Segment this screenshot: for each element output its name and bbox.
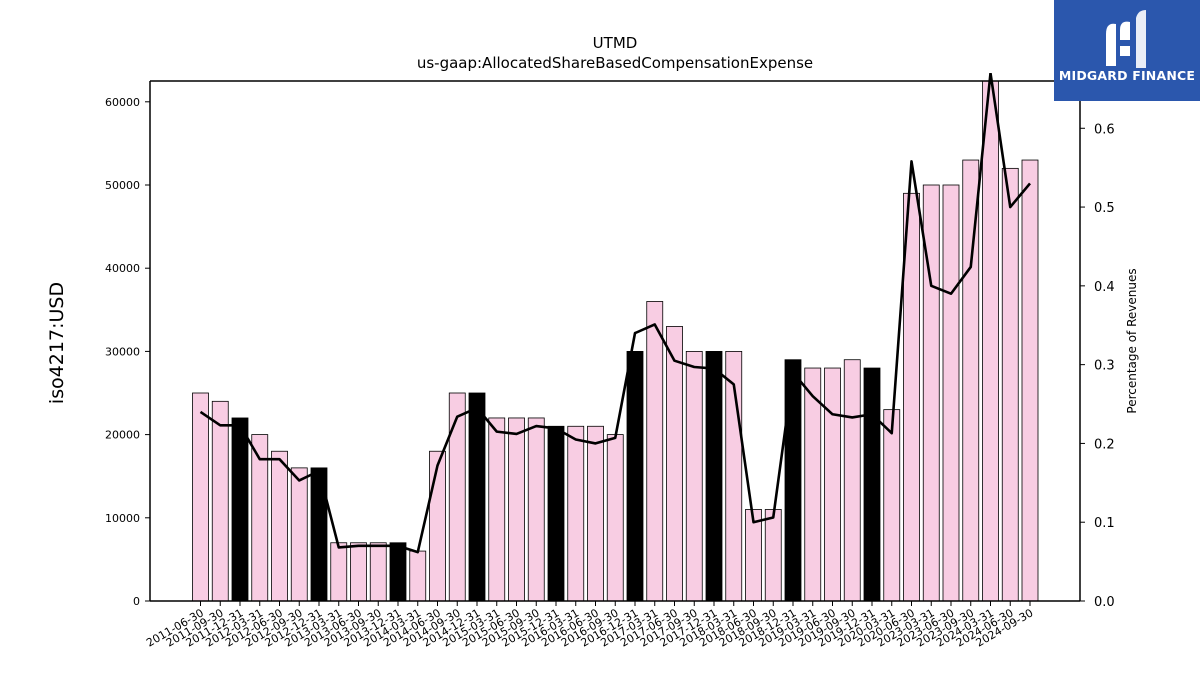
y2-axis-label: Percentage of Revenues xyxy=(1125,268,1139,413)
midgard-logo-icon xyxy=(1106,10,1146,68)
bar xyxy=(982,80,999,602)
bar xyxy=(468,392,486,602)
bar xyxy=(330,542,348,602)
bar xyxy=(389,542,407,602)
bar xyxy=(942,184,960,602)
y2-tick-label: 0.3 xyxy=(1094,359,1115,374)
y-tick-label: 10000 xyxy=(105,512,140,525)
bar xyxy=(764,509,782,602)
bar xyxy=(369,542,387,602)
bars xyxy=(192,80,1039,602)
bar xyxy=(448,392,466,602)
bar xyxy=(646,301,664,602)
y-tick-label: 30000 xyxy=(105,345,140,358)
bar xyxy=(231,417,249,602)
bar xyxy=(429,450,446,602)
bar xyxy=(1001,167,1019,602)
bar xyxy=(824,367,841,602)
bar xyxy=(666,326,683,602)
bar xyxy=(784,359,802,602)
y-tick-label: 60000 xyxy=(105,96,140,109)
y-tick-label: 20000 xyxy=(105,429,140,442)
bar xyxy=(705,350,723,602)
bar xyxy=(606,434,624,602)
y-tick-label: 50000 xyxy=(105,179,140,192)
y2-tick-label: 0.6 xyxy=(1094,122,1115,137)
y2-tick-label: 0.5 xyxy=(1094,201,1115,216)
bar xyxy=(883,409,901,602)
bar xyxy=(567,425,585,602)
ticks: 0 10000 20000 30000 40000 50000 60000 0.0 0.1 0.2… xyxy=(105,96,1115,650)
y2-tick-label: 0.0 xyxy=(1094,595,1115,610)
bar xyxy=(409,550,427,602)
bar xyxy=(626,350,644,602)
logo-text: MIDGARD FINANCE xyxy=(1058,68,1196,83)
bar xyxy=(1021,159,1039,602)
bar xyxy=(350,542,367,602)
bar xyxy=(508,417,525,602)
bar xyxy=(685,350,703,602)
bar xyxy=(547,425,565,602)
y2-tick-label: 0.2 xyxy=(1094,437,1115,452)
revenue-pct-line xyxy=(199,73,1031,554)
midgard-finance-logo: MIDGARD FINANCE xyxy=(1054,0,1200,101)
y-tick-label: 0 xyxy=(133,595,140,608)
bar xyxy=(527,417,545,602)
bar xyxy=(192,392,209,602)
bar xyxy=(271,450,288,602)
y2-tick-label: 0.4 xyxy=(1094,280,1115,295)
bar xyxy=(863,367,881,602)
bar xyxy=(843,359,861,602)
bar xyxy=(211,400,229,602)
bar xyxy=(290,467,308,602)
y2-tick-label: 0.1 xyxy=(1094,516,1115,531)
chart-title: UTMD xyxy=(593,34,638,52)
series-line xyxy=(199,73,1031,554)
bar xyxy=(587,425,604,602)
y-tick-label: 40000 xyxy=(105,262,140,275)
bar xyxy=(962,159,980,602)
chart-subtitle: us-gaap:AllocatedShareBasedCompensationE… xyxy=(417,54,813,72)
y-axis-label: iso4217:USD xyxy=(46,282,68,404)
bar xyxy=(488,417,506,602)
